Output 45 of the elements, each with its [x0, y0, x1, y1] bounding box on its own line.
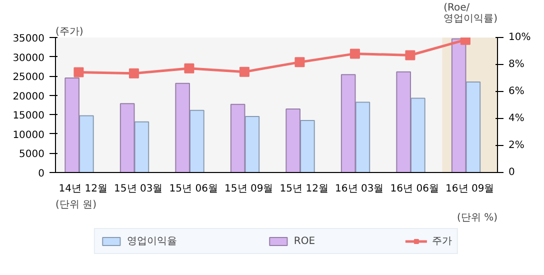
bar: [340, 74, 356, 172]
x-tick-label: 16년 03월: [335, 184, 384, 194]
bar: [466, 82, 481, 172]
legend-label: 영업이익율: [126, 235, 177, 248]
y-tick-label: 30000: [12, 52, 44, 64]
bar: [300, 120, 315, 172]
bar: [244, 116, 260, 172]
x-tick-label: 16년 09월: [446, 184, 494, 194]
legend-label: ROE: [294, 236, 316, 246]
legend-label: 주가: [432, 235, 452, 248]
bar: [64, 78, 80, 172]
y2-axis-title: (Roe/ 영업이익률): [444, 2, 498, 24]
bar: [175, 82, 190, 172]
y2-tick-label: 6%: [508, 86, 524, 97]
x-tick-label: 15년 06월: [169, 184, 218, 194]
y2-tick-label: 10%: [508, 32, 531, 43]
y2-tick-label: 8%: [508, 59, 524, 70]
bar: [410, 98, 426, 172]
bar: [79, 115, 94, 172]
bar: [286, 108, 300, 172]
y2-tick-label: 0: [508, 167, 515, 178]
y-tick-label: 25000: [12, 72, 44, 84]
y-tick-label: 10000: [12, 130, 44, 141]
x-tick-label: 14년 12월: [58, 184, 108, 194]
bar: [134, 121, 150, 172]
bar: [451, 38, 466, 172]
text: (단위 원): [56, 200, 97, 210]
y-tick-label: 35000: [12, 34, 44, 44]
y-tick-label: 5000: [19, 149, 45, 160]
bar: [190, 110, 204, 172]
y2-tick-label: 2%: [508, 140, 524, 151]
bar: [396, 71, 411, 172]
y2-tick-label: 4%: [508, 113, 524, 124]
x-tick-label: 15년 12월: [280, 184, 328, 194]
y-tick-label: 15000: [12, 110, 44, 122]
x-tick-label: 15년 09월: [224, 184, 274, 194]
y-tick-label: 0: [38, 168, 45, 180]
bar: [120, 103, 135, 172]
x-tick-label: 15년 03월: [114, 184, 163, 194]
bar: [230, 104, 246, 172]
x-tick-label: 16년 06월: [390, 184, 439, 194]
bar: [355, 102, 370, 172]
text: (단위 %): [457, 212, 498, 224]
y-axis-title: (주가): [56, 26, 84, 38]
y-tick-label: 20000: [12, 91, 44, 102]
